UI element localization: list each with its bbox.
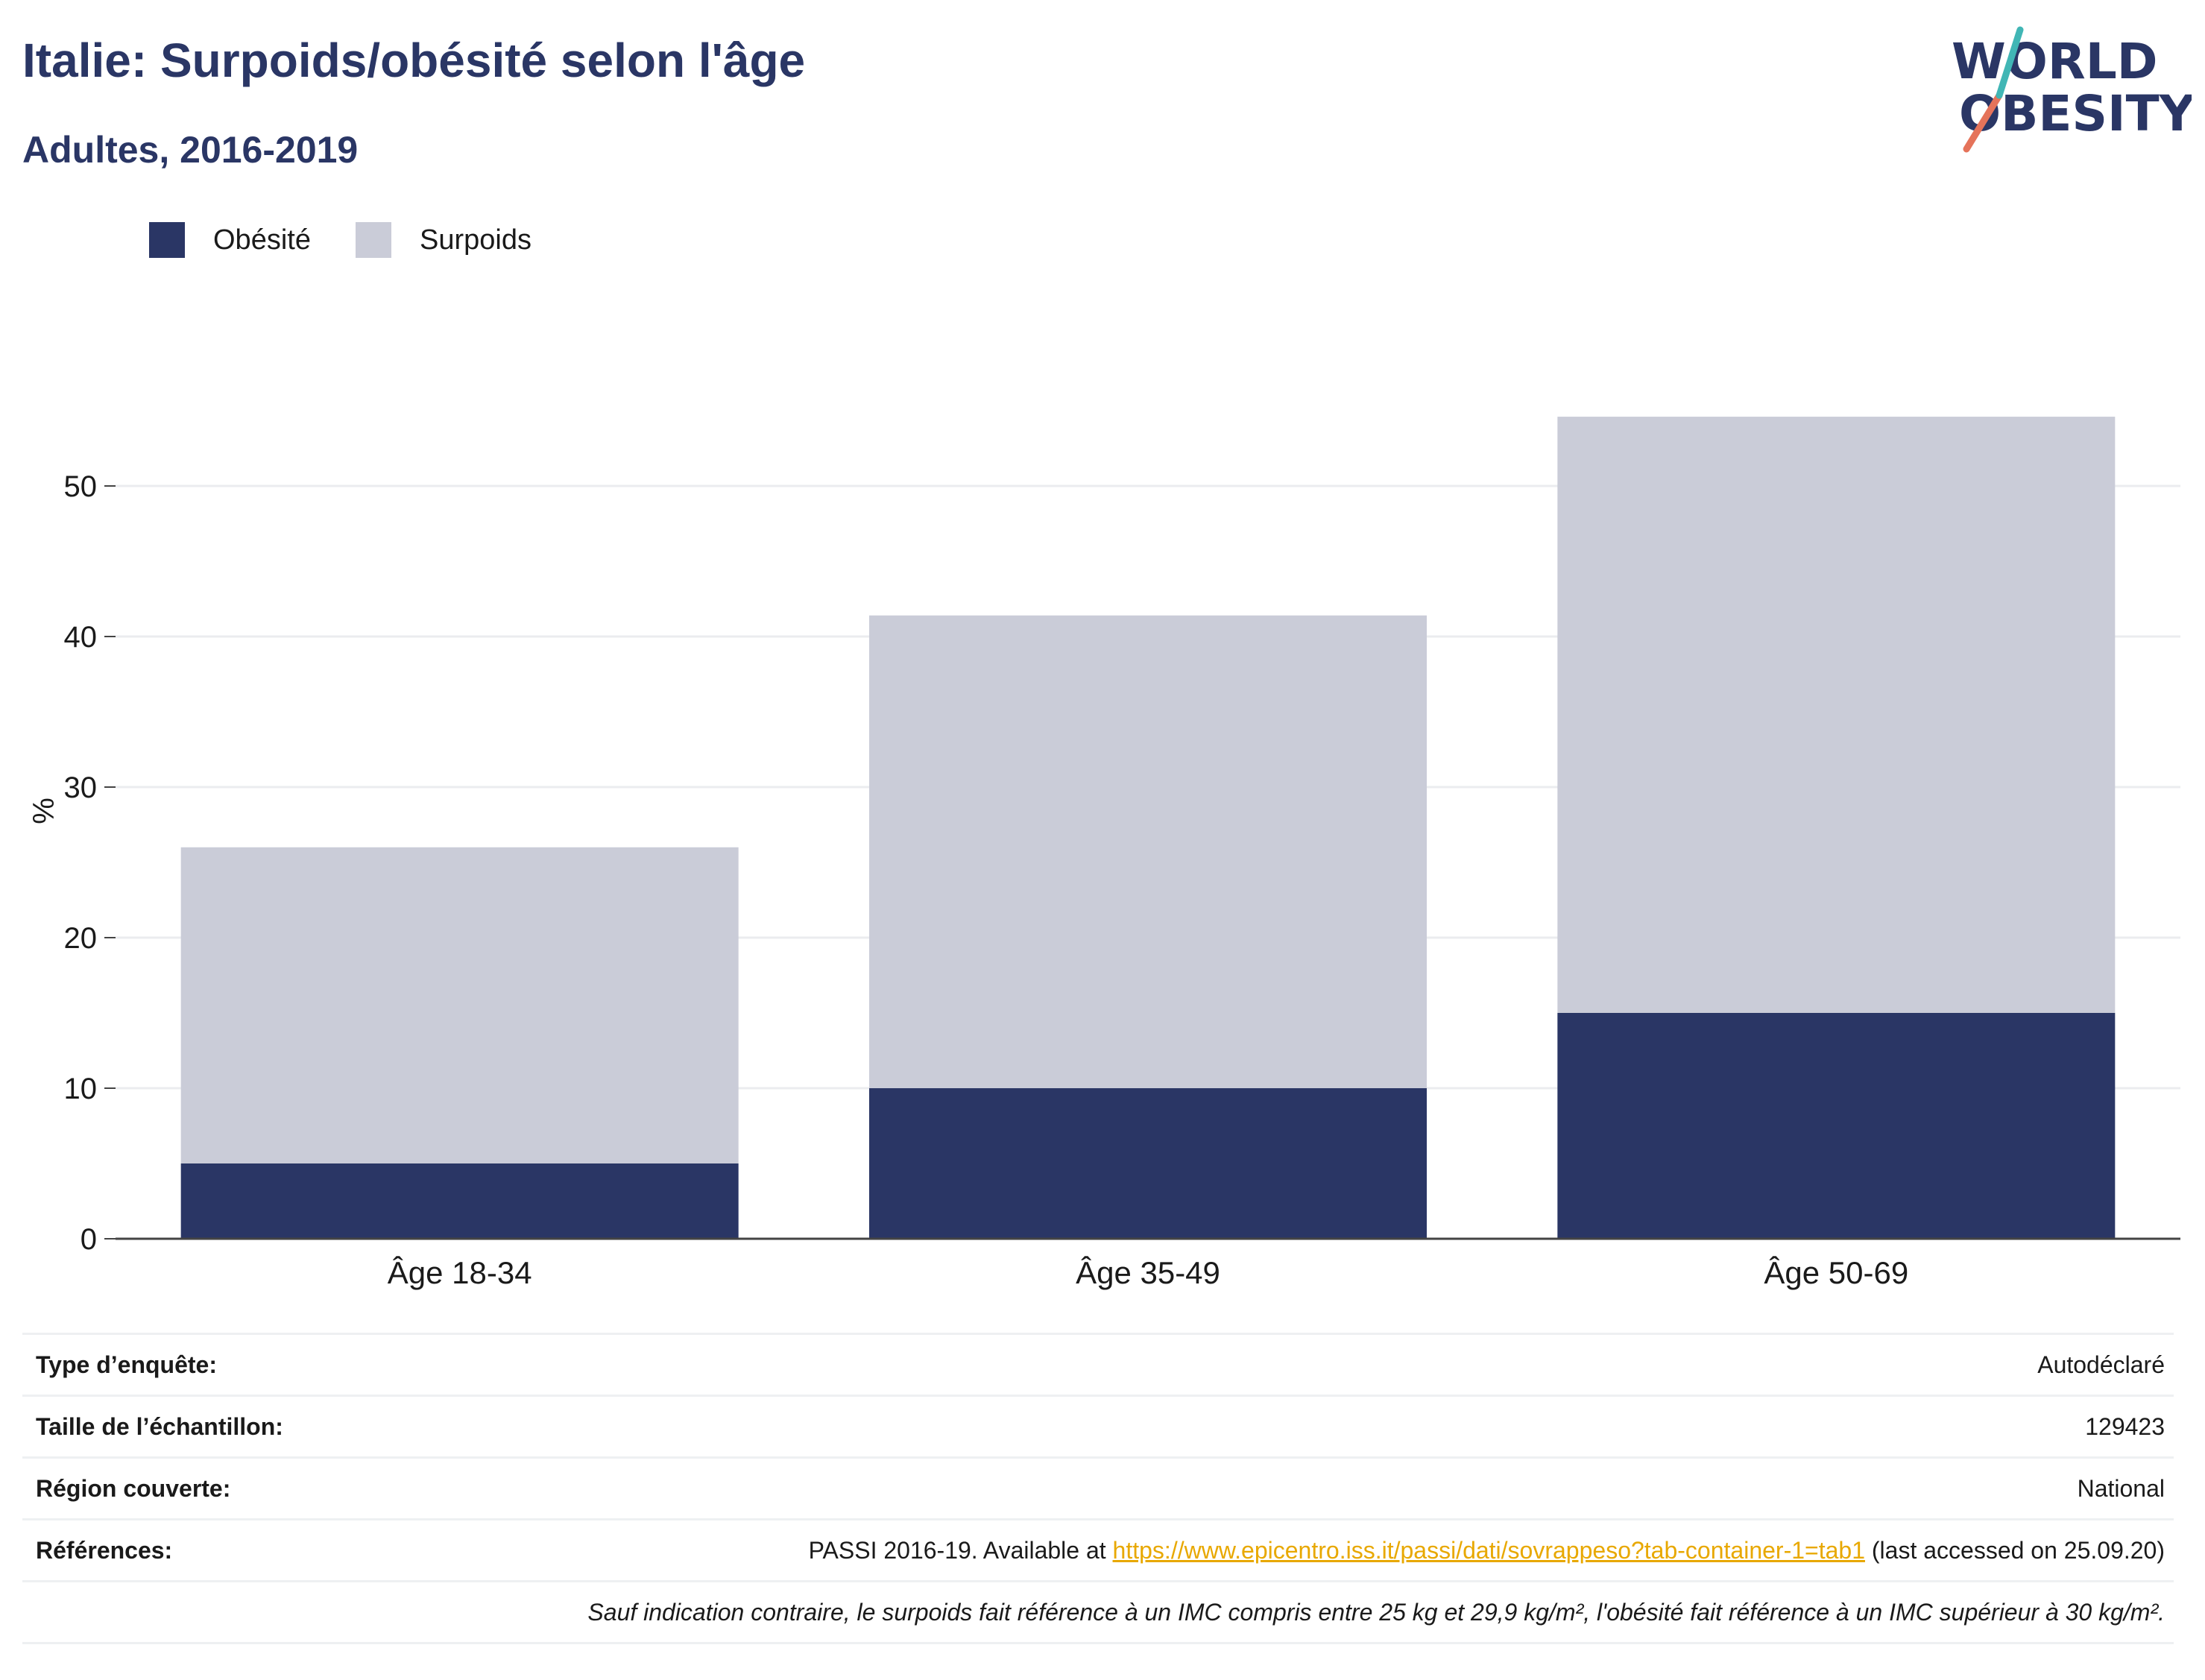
info-value-survey-type: Autodéclaré	[2037, 1351, 2165, 1378]
reference-link[interactable]: https://www.epicentro.iss.it/passi/dati/…	[1112, 1536, 1865, 1564]
bar-obesity-1	[180, 1163, 739, 1239]
info-key-references: Références:	[36, 1536, 173, 1564]
bar-obesity-2	[869, 1088, 1427, 1239]
bar-overweight-2	[869, 615, 1427, 1088]
info-value-sample-size: 129423	[2085, 1412, 2165, 1440]
info-value-region: National	[2077, 1474, 2165, 1502]
reference-suffix: (last accessed on 25.09.20)	[1864, 1536, 2165, 1564]
chart-subtitle: Adultes, 2016-2019	[22, 129, 359, 171]
bar-overweight-3	[1557, 417, 2116, 1013]
x-tick-label-2: Âge 35-49	[1076, 1255, 1220, 1290]
legend-item-obesity: Obésité	[149, 222, 311, 258]
y-tick-label-10: 10	[64, 1073, 98, 1105]
y-tick-label-0: 0	[81, 1223, 97, 1256]
logo-slash-teal	[1996, 26, 2024, 99]
legend-label-overweight: Surpoids	[419, 224, 531, 256]
info-row-references: Références: PASSI 2016-19. Available at …	[22, 1519, 2174, 1582]
y-tick-label-40: 40	[64, 621, 98, 654]
reference-prefix: PASSI 2016-19. Available at	[808, 1536, 1113, 1564]
legend-swatch-obesity	[149, 222, 185, 258]
bar-obesity-3	[1557, 1013, 2116, 1239]
chart-title: Italie: Surpoids/obésité selon l'âge	[22, 34, 806, 87]
info-key-sample-size: Taille de l’échantillon:	[36, 1412, 283, 1440]
chart-legend: Obésité Surpoids	[149, 222, 576, 258]
info-row-region: Région couverte: National	[22, 1457, 2174, 1520]
definition-note: Sauf indication contraire, le surpoids f…	[587, 1598, 2165, 1626]
bar-chart: 0 10 20 30 40 50 Âge 18-34 Âge 35-49 Âge 50-69 %	[28, 417, 2180, 1290]
bar-overweight-1	[180, 847, 739, 1163]
x-tick-label-3: Âge 50-69	[1764, 1255, 1908, 1290]
info-row-note: Sauf indication contraire, le surpoids f…	[22, 1581, 2174, 1643]
info-row-survey-type: Type d’enquête: Autodéclaré	[22, 1333, 2174, 1396]
x-tick-label-1: Âge 18-34	[388, 1255, 532, 1290]
bars	[180, 417, 2116, 1239]
info-key-survey-type: Type d’enquête:	[36, 1351, 217, 1378]
y-tick-label-50: 50	[64, 470, 98, 503]
world-obesity-logo: WORLD OBESITY	[1952, 26, 2192, 153]
legend-item-overweight: Surpoids	[355, 222, 531, 258]
info-row-sample-size: Taille de l’échantillon: 129423	[22, 1395, 2174, 1458]
legend-label-obesity: Obésité	[213, 224, 311, 256]
logo-slash-orange	[1963, 92, 2003, 153]
y-tick-label-30: 30	[64, 771, 98, 804]
y-tick-label-20: 20	[64, 922, 98, 955]
info-value-references: PASSI 2016-19. Available at https://www.…	[409, 1520, 2174, 1582]
info-key-region: Région couverte:	[36, 1474, 231, 1502]
y-axis-label: %	[28, 798, 60, 824]
legend-swatch-overweight	[355, 222, 391, 258]
axes: 0 10 20 30 40 50 Âge 18-34 Âge 35-49 Âge 50-69	[64, 470, 2180, 1290]
logo-text-world: WORLD	[1952, 33, 2158, 90]
info-table: Type d’enquête: Autodéclaré Taille de l’…	[22, 1333, 2174, 1644]
